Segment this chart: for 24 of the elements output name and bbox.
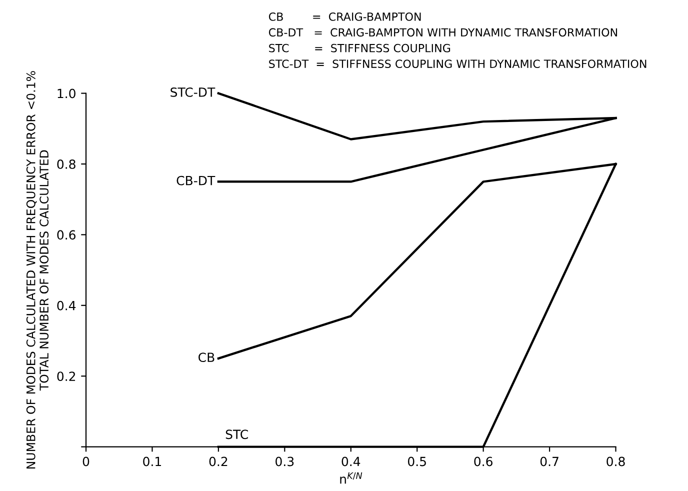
x-tick-label: 0.3 xyxy=(276,456,294,466)
x-tick-label: 0.2 xyxy=(209,456,228,466)
x-tick-label: 0 xyxy=(82,456,90,466)
x-tick-label: 0.6 xyxy=(474,456,492,466)
y-axis-title: NUMBER OF MODES CALCULATED WITH FREQUENCY ERROR <0.1% TOTAL NUMBER OF MODES CALCULATED xyxy=(26,71,49,469)
series-label: CB xyxy=(198,352,214,362)
y-tick-label: 0.6 xyxy=(57,230,76,240)
x-tick-label: 0.7 xyxy=(540,456,558,466)
x-tick-label: 0.4 xyxy=(342,456,360,466)
x-tick-label: 0.8 xyxy=(606,456,625,466)
y-tick-label: 0.8 xyxy=(57,159,76,169)
series-label: CB-DT xyxy=(176,176,216,186)
series-label: STC xyxy=(226,430,248,440)
text: CB-DT = CRAIG-BAMPTON WITH DYNAMIC TRANSFORMATION xyxy=(268,28,618,37)
y-tick-label: 1.0 xyxy=(58,88,76,98)
series-label: STC-DT xyxy=(170,87,216,97)
text: STC-DT = STIFFNESS COUPLING WITH DYNAMIC TRANSFORMATION xyxy=(269,60,646,68)
x-tick-label: 0.1 xyxy=(143,456,162,466)
y-tick-label: 0.2 xyxy=(57,372,76,382)
text: CB = CRAIG-BAMPTON xyxy=(268,12,421,21)
x-axis-title: n$^{K/N}$ xyxy=(340,472,362,484)
x-tick-label: 0.5 xyxy=(408,456,426,466)
y-tick-label: 0.4 xyxy=(57,300,76,310)
text: STC = STIFFNESS COUPLING xyxy=(269,44,450,52)
